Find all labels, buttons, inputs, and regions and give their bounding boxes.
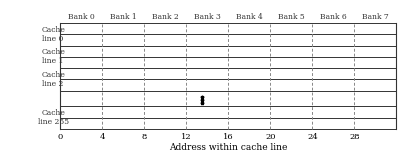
Text: Cache
line 255: Cache line 255 bbox=[38, 109, 69, 126]
Text: Cache
line 0: Cache line 0 bbox=[41, 26, 65, 43]
Text: Bank 4: Bank 4 bbox=[236, 13, 263, 21]
Text: Bank 6: Bank 6 bbox=[320, 13, 347, 21]
Text: Bank 5: Bank 5 bbox=[278, 13, 305, 21]
X-axis label: Address within cache line: Address within cache line bbox=[169, 143, 288, 152]
Text: Bank 7: Bank 7 bbox=[362, 13, 389, 21]
Text: Bank 3: Bank 3 bbox=[194, 13, 221, 21]
Text: Cache
line 1: Cache line 1 bbox=[41, 48, 65, 65]
Text: Bank 2: Bank 2 bbox=[152, 13, 179, 21]
Text: Bank 0: Bank 0 bbox=[68, 13, 95, 21]
Text: Bank 1: Bank 1 bbox=[110, 13, 137, 21]
Text: Cache
line 2: Cache line 2 bbox=[41, 71, 65, 88]
